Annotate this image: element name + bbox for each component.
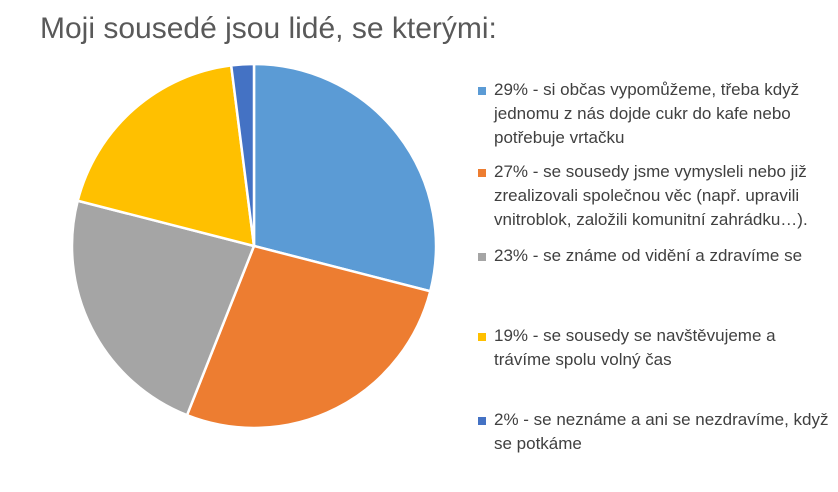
legend-item: 19% - se sousedy se navštěvujeme a tráví… <box>478 324 830 372</box>
pie-slice-3 <box>76 64 256 248</box>
legend-label: 23% - se známe od vidění a zdravíme se <box>494 246 803 265</box>
legend-item: 27% - se sousedy jsme vymysleli nebo již… <box>478 160 830 232</box>
legend-swatch <box>478 87 486 95</box>
legend-swatch <box>478 253 486 261</box>
pie-slice-4 <box>229 62 256 248</box>
pie-slice-1 <box>185 244 432 430</box>
legend-item: 23% - se známe od vidění a zdravíme se <box>478 244 830 268</box>
chart-title: Moji sousedé jsou lidé, se kterými: <box>40 12 497 45</box>
legend-label: 2% - se neznáme a ani se nezdravíme, kdy… <box>494 410 829 453</box>
pie-slice-2 <box>70 199 256 417</box>
legend-item: 29% - si občas vypomůžeme, třeba když je… <box>478 78 830 150</box>
legend-label: 19% - se sousedy se navštěvujeme a tráví… <box>494 326 776 369</box>
pie-slice-0 <box>252 62 438 293</box>
pie-chart <box>70 62 438 430</box>
legend-item: 2% - se neznáme a ani se nezdravíme, kdy… <box>478 408 830 456</box>
legend-swatch <box>478 333 486 341</box>
legend-swatch <box>478 417 486 425</box>
legend-label: 29% - si občas vypomůžeme, třeba když je… <box>494 80 800 147</box>
legend-label: 27% - se sousedy jsme vymysleli nebo již… <box>494 162 808 229</box>
legend-swatch <box>478 169 486 177</box>
